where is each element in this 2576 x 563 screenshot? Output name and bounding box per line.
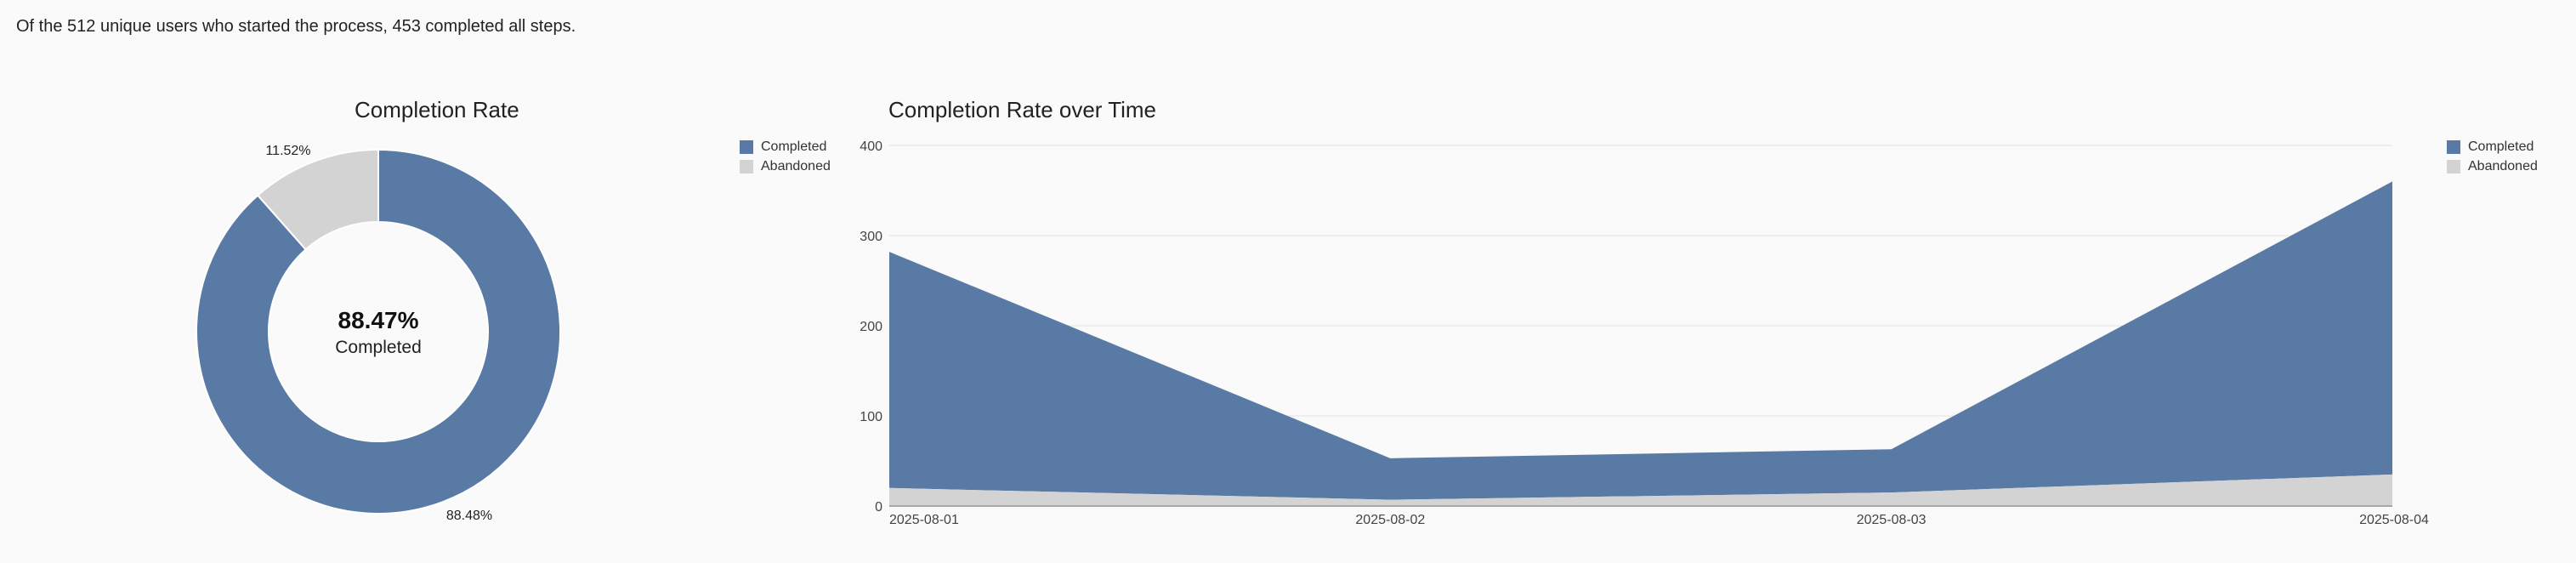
x-tick-label: 2025-08-03 [1857,513,1926,527]
donut-center-label: Completed [335,338,422,357]
donut-title: Completion Rate [355,97,519,122]
donut-slice-completed[interactable] [196,148,561,515]
legend-label-abandoned: Abandoned [761,158,831,173]
area-series-completed[interactable] [889,181,2392,500]
donut-center-value: 88.47% [338,307,419,333]
summary-text: Of the 512 unique users who started the … [16,17,576,36]
legend-swatch-completed [740,139,753,154]
legend-item-abandoned-2[interactable]: Abandoned [2447,156,2538,176]
legend-label-completed-2: Completed [2468,139,2534,154]
legend-item-abandoned[interactable]: Abandoned [740,156,831,176]
x-tick-label: 2025-08-02 [1355,513,1425,527]
area-series-abandoned[interactable] [889,474,2392,506]
y-tick-label: 200 [860,320,882,334]
y-tick-label: 0 [875,500,882,515]
legend-item-completed-2[interactable]: Completed [2447,137,2538,156]
legend-swatch-abandoned-2 [2447,159,2460,173]
y-tick-label: 400 [860,139,882,154]
area-chart: 0 100 200 300 400 2025-08-01 2025-08-02 2025-08… [860,139,2429,527]
donut-slice-abandoned[interactable] [256,148,379,251]
area-legend: Completed Abandoned [2447,137,2538,176]
x-tick-label: 2025-08-01 [889,513,959,527]
y-tick-label: 300 [860,230,882,244]
legend-label-abandoned-2: Abandoned [2468,158,2538,173]
legend-item-completed[interactable]: Completed [740,137,831,156]
slice-label-completed: 88.48% [446,509,492,523]
donut-legend: Completed Abandoned [740,137,831,176]
slice-label-abandoned: 11.52% [265,144,310,158]
y-tick-label: 100 [860,410,882,424]
area-title: Completion Rate over Time [888,97,1157,122]
legend-swatch-abandoned [740,159,753,173]
x-tick-label: 2025-08-04 [2359,513,2429,527]
legend-label-completed: Completed [761,139,827,154]
legend-swatch-completed-2 [2447,139,2460,154]
donut-chart: 88.48% 11.52% 88.47% Completed [196,144,561,523]
